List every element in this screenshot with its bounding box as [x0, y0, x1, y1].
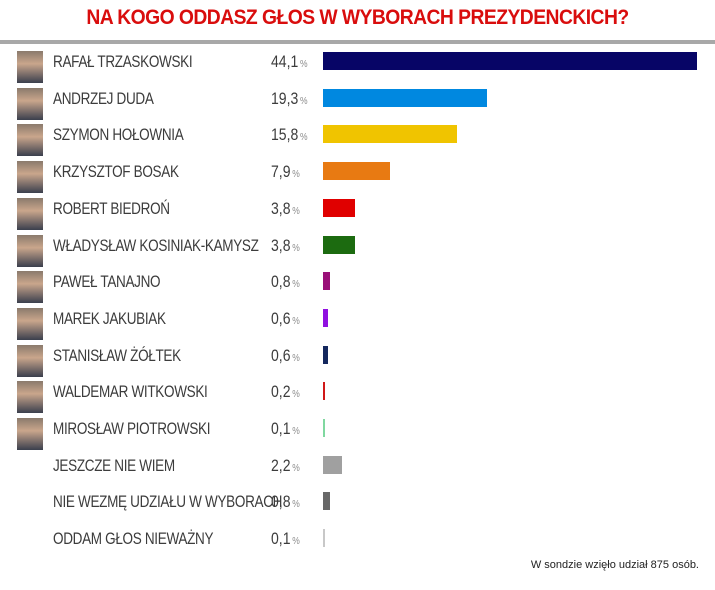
- row-value: 3,8%: [271, 237, 300, 256]
- chart-row: ROBERT BIEDROŃ 3,8%: [0, 196, 715, 232]
- row-value: 19,3%: [271, 90, 308, 109]
- value-number: 0,6: [271, 346, 291, 365]
- sample-size-note: W sondzie wzięło udział 875 osób.: [530, 559, 699, 571]
- percent-sign: %: [292, 352, 300, 364]
- value-number: 7,9: [271, 163, 291, 182]
- row-value: 0,6%: [271, 310, 300, 329]
- percent-sign: %: [292, 536, 300, 548]
- row-label: ODDAM GŁOS NIEWAŻNY: [53, 530, 214, 549]
- chart-row: JESZCZE NIE WIEM 2,2%: [0, 453, 715, 489]
- chart-row: MAREK JAKUBIAK 0,6%: [0, 306, 715, 342]
- percent-sign: %: [292, 205, 300, 217]
- row-label: MIROSŁAW PIOTROWSKI: [53, 420, 211, 438]
- candidate-photo: [17, 197, 43, 230]
- row-value: 44,1%: [271, 53, 308, 72]
- title-divider: [0, 40, 715, 44]
- bar: [323, 198, 355, 217]
- value-number: 0,2: [271, 383, 291, 402]
- row-value: 15,8%: [271, 126, 308, 145]
- value-number: 3,8: [271, 236, 291, 255]
- row-value: 0,1%: [271, 530, 300, 549]
- bar: [323, 382, 325, 401]
- bar: [323, 492, 330, 511]
- value-number: 44,1: [271, 53, 299, 71]
- chart-row: WŁADYSŁAW KOSINIAK-KAMYSZ 3,8%: [0, 233, 715, 269]
- row-label: NIE WEZMĘ UDZIAŁU W WYBORACH: [53, 493, 283, 512]
- value-number: 0,8: [271, 273, 291, 292]
- row-value: 7,9%: [271, 163, 300, 182]
- chart-row: MIROSŁAW PIOTROWSKI 0,1%: [0, 416, 715, 452]
- chart-row: KRZYSZTOF BOSAK 7,9%: [0, 159, 715, 195]
- percent-sign: %: [300, 95, 308, 107]
- percent-sign: %: [292, 499, 300, 511]
- percent-sign: %: [300, 59, 308, 70]
- row-value: 3,8%: [271, 200, 300, 219]
- value-number: 0,6: [271, 309, 291, 328]
- row-label: PAWEŁ TANAJNO: [53, 273, 161, 292]
- bar: [323, 88, 487, 107]
- chart-row: WALDEMAR WITKOWSKI 0,2%: [0, 379, 715, 415]
- percent-sign: %: [292, 242, 300, 254]
- chart-row: ODDAM GŁOS NIEWAŻNY 0,1%: [0, 526, 715, 562]
- chart-row: SZYMON HOŁOWNIA 15,8%: [0, 122, 715, 158]
- value-number: 3,8: [271, 199, 291, 218]
- bar: [323, 125, 457, 144]
- value-number: 2,2: [271, 456, 291, 475]
- percent-sign: %: [292, 169, 300, 181]
- candidate-photo: [17, 87, 43, 120]
- candidate-photo: [17, 161, 43, 194]
- value-number: 0,1: [271, 530, 291, 549]
- bar: [323, 52, 697, 70]
- bar: [323, 235, 355, 254]
- bar: [323, 529, 325, 548]
- row-value: 0,1%: [271, 420, 300, 439]
- percent-sign: %: [292, 389, 300, 401]
- bar: [323, 455, 342, 474]
- row-value: 0,2%: [271, 383, 300, 402]
- row-label: SZYMON HOŁOWNIA: [53, 126, 184, 145]
- candidate-photo: [17, 381, 43, 414]
- candidate-photo: [17, 344, 43, 377]
- row-label: KRZYSZTOF BOSAK: [53, 163, 179, 182]
- row-value: 0,8%: [271, 273, 300, 292]
- row-label: JESZCZE NIE WIEM: [53, 456, 175, 475]
- row-label: MAREK JAKUBIAK: [53, 309, 166, 328]
- value-number: 0,1: [271, 420, 291, 438]
- candidate-photo: [17, 124, 43, 157]
- row-label: ANDRZEJ DUDA: [53, 89, 154, 108]
- row-label: WALDEMAR WITKOWSKI: [53, 383, 208, 402]
- row-value: 0,8%: [271, 493, 300, 512]
- bar: [323, 308, 328, 327]
- row-label: ROBERT BIEDROŃ: [53, 199, 170, 218]
- row-label: WŁADYSŁAW KOSINIAK-KAMYSZ: [53, 236, 259, 255]
- candidate-photo: [17, 51, 43, 83]
- candidate-photo: [17, 307, 43, 340]
- value-number: 0,8: [271, 493, 291, 512]
- candidate-photo: [17, 271, 43, 304]
- percent-sign: %: [300, 132, 308, 144]
- value-number: 19,3: [271, 89, 299, 108]
- bar: [323, 272, 330, 291]
- chart-row: RAFAŁ TRZASKOWSKI 44,1%: [0, 49, 715, 85]
- candidate-photo: [17, 234, 43, 267]
- percent-sign: %: [292, 462, 300, 474]
- value-number: 15,8: [271, 126, 299, 145]
- row-value: 0,6%: [271, 347, 300, 366]
- percent-sign: %: [292, 426, 300, 437]
- percent-sign: %: [292, 279, 300, 291]
- row-label: RAFAŁ TRZASKOWSKI: [53, 53, 193, 71]
- bar: [323, 345, 328, 364]
- percent-sign: %: [292, 315, 300, 327]
- candidate-photo: [17, 418, 43, 450]
- bar: [323, 419, 325, 437]
- row-value: 2,2%: [271, 457, 300, 476]
- chart-row: STANISŁAW ŻÓŁTEK 0,6%: [0, 343, 715, 379]
- chart-row: ANDRZEJ DUDA 19,3%: [0, 86, 715, 122]
- bar: [323, 162, 390, 181]
- chart-row: NIE WEZMĘ UDZIAŁU W WYBORACH 0,8%: [0, 489, 715, 525]
- chart-row: PAWEŁ TANAJNO 0,8%: [0, 269, 715, 305]
- row-label: STANISŁAW ŻÓŁTEK: [53, 346, 181, 365]
- chart-title: NA KOGO ODDASZ GŁOS W WYBORACH PREZYDENC…: [86, 6, 629, 29]
